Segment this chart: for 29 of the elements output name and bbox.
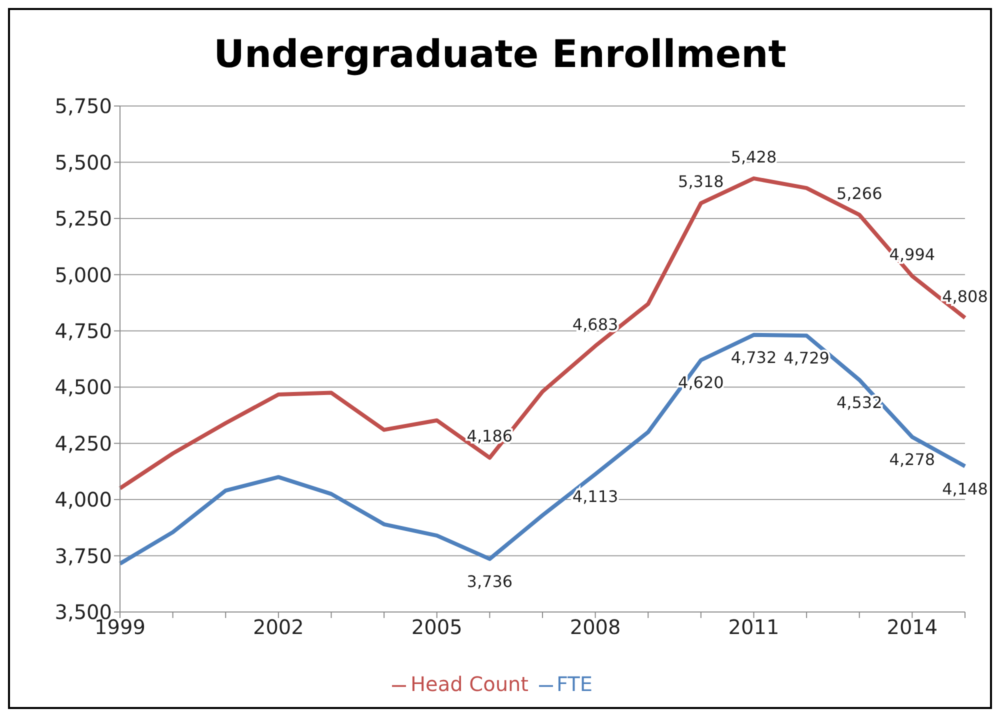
legend-label: Head Count: [410, 672, 529, 696]
data-label: 5,428: [730, 147, 777, 166]
data-label: 5,318: [678, 172, 724, 192]
y-tick-label: 4,500: [54, 375, 112, 400]
x-tick-label: 2005: [411, 615, 462, 640]
data-label: 4,732: [730, 348, 777, 367]
data-label: 4,278: [889, 450, 936, 470]
y-tick-label: 5,250: [54, 206, 112, 231]
data-label: 4,808: [942, 286, 988, 306]
y-tick-label: 4,750: [54, 318, 112, 343]
data-label: 4,729: [784, 348, 830, 368]
y-tick-label: 4,250: [54, 431, 112, 456]
y-tick-label: 5,000: [54, 262, 112, 287]
y-tick-label: 4,000: [54, 488, 112, 512]
y-tick-label: 5,750: [54, 94, 112, 118]
legend-label: FTE: [556, 672, 593, 696]
x-tick-label: 2002: [252, 615, 304, 640]
chart-title: Undergraduate Enrollment: [212, 31, 788, 78]
y-tick-label: 3,750: [54, 544, 112, 568]
x-tick-label: 2014: [886, 615, 938, 640]
data-label: 4,683: [572, 314, 618, 334]
data-label: 4,532: [836, 392, 882, 412]
y-tick-label: 5,500: [54, 150, 112, 174]
x-tick-label: 2011: [728, 615, 780, 640]
x-tick-label: 2008: [570, 615, 621, 640]
data-label: 3,736: [466, 572, 513, 591]
data-label: 5,266: [836, 184, 882, 203]
data-label: 4,113: [572, 487, 618, 506]
data-label: 4,148: [942, 479, 988, 498]
